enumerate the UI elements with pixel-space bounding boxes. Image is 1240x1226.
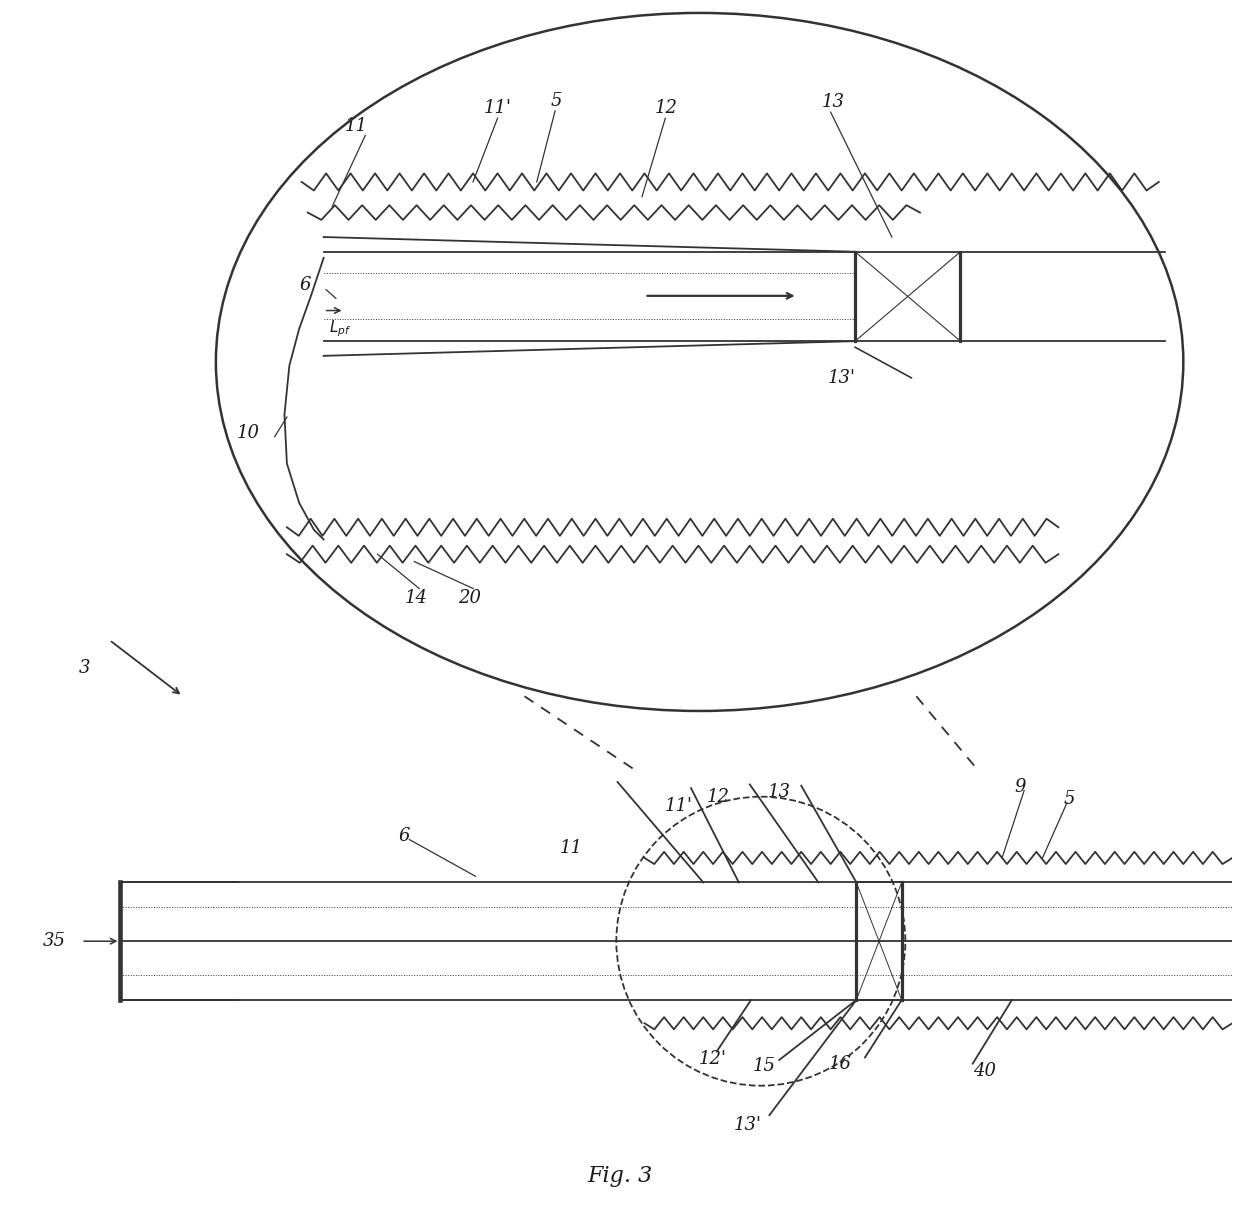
Text: 13': 13' — [733, 1116, 761, 1134]
Text: 11: 11 — [559, 839, 583, 857]
Text: 5: 5 — [551, 92, 562, 110]
Text: 40: 40 — [973, 1062, 997, 1080]
Text: Fig. 3: Fig. 3 — [588, 1166, 652, 1187]
Text: 13: 13 — [822, 93, 844, 112]
Text: 11: 11 — [345, 116, 368, 135]
Text: 20: 20 — [458, 590, 481, 607]
Text: 6: 6 — [399, 826, 410, 845]
Text: $L_{pf}$: $L_{pf}$ — [329, 319, 351, 340]
Text: 3: 3 — [79, 660, 91, 677]
Text: 11': 11' — [484, 99, 512, 118]
Text: 16: 16 — [828, 1054, 852, 1073]
Text: 13: 13 — [768, 782, 791, 801]
Text: 9: 9 — [1014, 777, 1027, 796]
Text: 35: 35 — [42, 932, 66, 950]
Text: 11': 11' — [665, 797, 693, 815]
Text: 14: 14 — [405, 590, 428, 607]
Text: 12: 12 — [655, 99, 678, 118]
Text: 5: 5 — [1064, 790, 1075, 808]
Text: 6: 6 — [300, 276, 311, 294]
Text: 15: 15 — [753, 1057, 776, 1075]
Text: 13': 13' — [828, 369, 856, 387]
Text: 10: 10 — [237, 424, 260, 443]
Text: 12: 12 — [707, 787, 729, 805]
Text: 12': 12' — [699, 1049, 727, 1068]
